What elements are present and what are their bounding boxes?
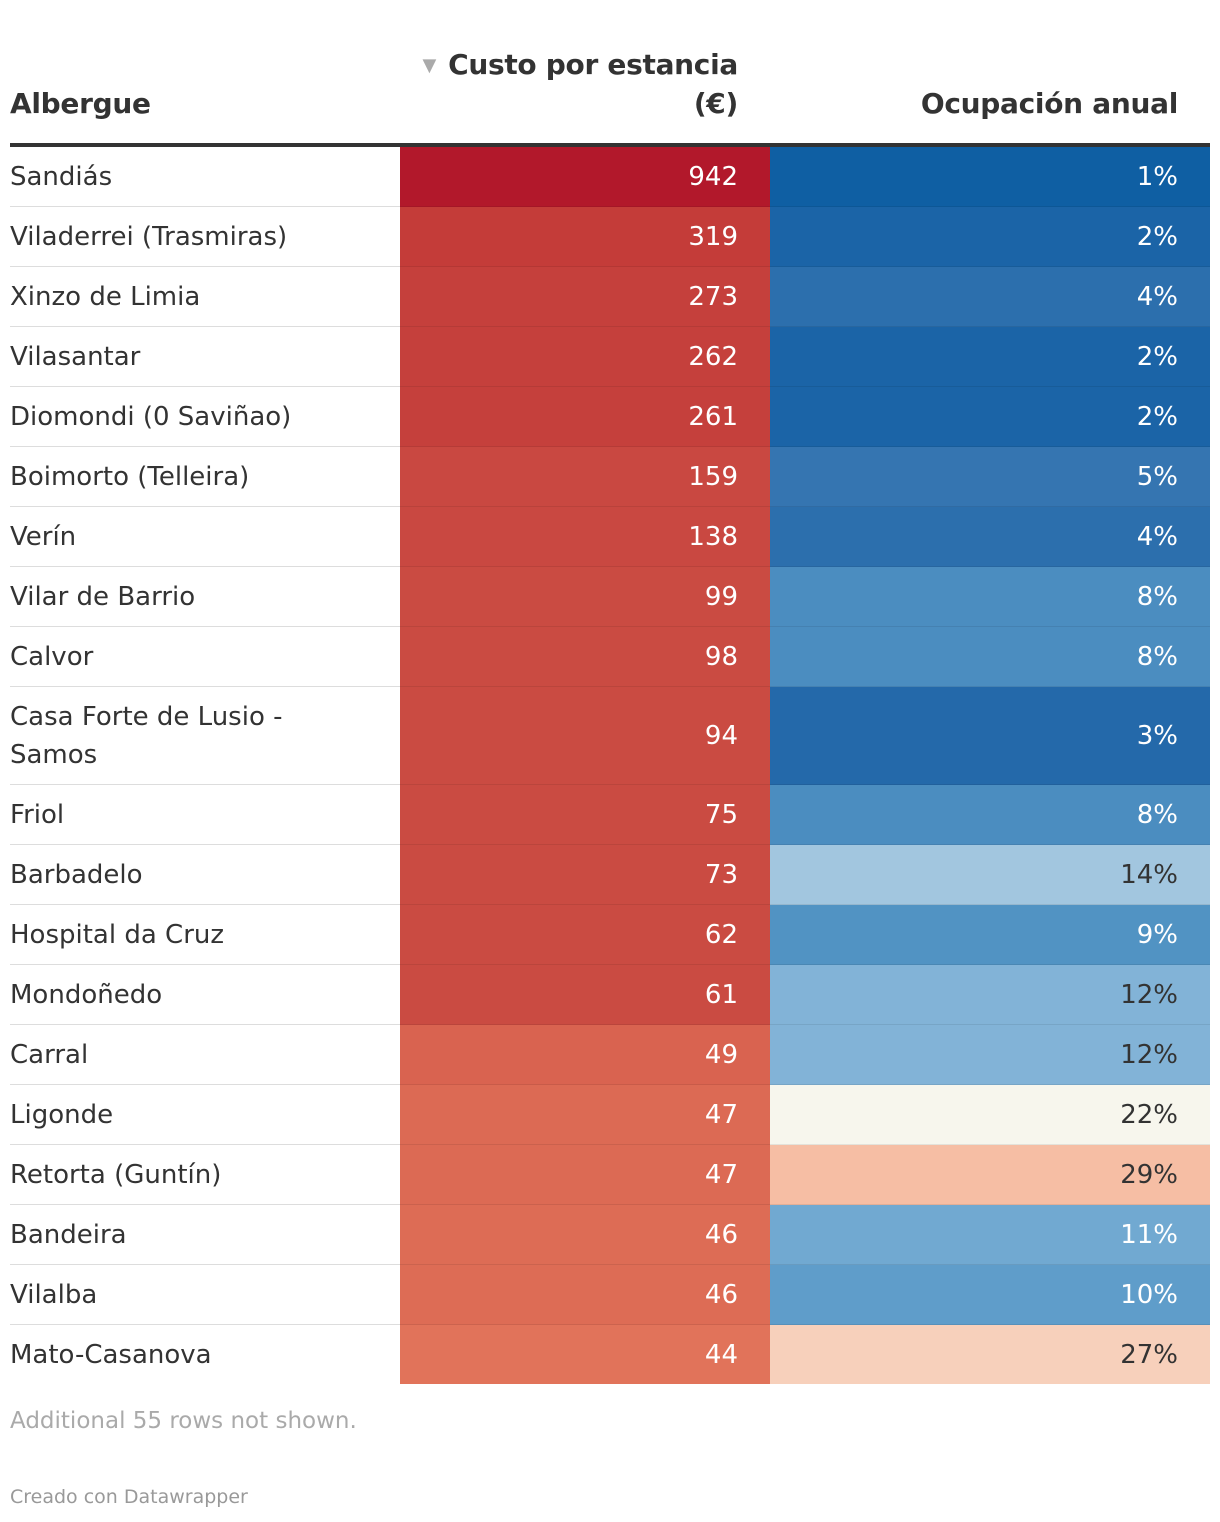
cell-custo: 44 — [400, 1324, 770, 1384]
rows-not-shown-note: Additional 55 rows not shown. — [10, 1408, 357, 1434]
column-header-ocupacion[interactable]: Ocupación anual — [770, 40, 1210, 147]
cell-albergue: Boimorto (Telleira) — [10, 446, 400, 507]
cell-albergue: Retorta (Guntín) — [10, 1144, 400, 1205]
table-row: Carral 49 12% — [10, 1024, 1210, 1085]
cell-custo: 942 — [400, 145, 770, 207]
column-header-label: Ocupación anual — [920, 87, 1178, 120]
table-row: Calvor 98 8% — [10, 626, 1210, 687]
table-row: Retorta (Guntín) 47 29% — [10, 1144, 1210, 1205]
cell-custo: 159 — [400, 446, 770, 507]
table-row: Sandiás 942 1% — [10, 145, 1210, 207]
data-table-container: Albergue ▼ Custo por estancia (€) Ocupaci… — [10, 40, 1210, 1384]
cell-ocupacion: 27% — [770, 1324, 1210, 1384]
cell-albergue: Mato-Casanova — [10, 1340, 212, 1370]
cell-ocupacion: 29% — [770, 1144, 1210, 1205]
cell-albergue: Sandiás — [10, 145, 400, 207]
cell-albergue: Barbadelo — [10, 844, 400, 905]
table-row: Hospital da Cruz 62 9% — [10, 904, 1210, 965]
cell-ocupacion: 2% — [770, 326, 1210, 387]
table-row: Friol 75 8% — [10, 784, 1210, 845]
cell-custo: 47 — [400, 1084, 770, 1145]
cell-albergue: Vilalba — [10, 1264, 400, 1325]
cell-ocupacion: 2% — [770, 386, 1210, 447]
cell-ocupacion: 4% — [770, 266, 1210, 327]
table-body: Sandiás 942 1% Viladerrei (Trasmiras) 319 2% X… — [10, 145, 1210, 1384]
datawrapper-credit: Creado con Datawrapper — [10, 1486, 248, 1508]
cell-custo: 49 — [400, 1024, 770, 1085]
table-row: Vilasantar 262 2% — [10, 326, 1210, 387]
cell-custo: 75 — [400, 784, 770, 845]
cell-albergue: Carral — [10, 1024, 400, 1085]
cell-ocupacion: 10% — [770, 1264, 1210, 1325]
cell-albergue: Ligonde — [10, 1084, 400, 1145]
cell-albergue: Viladerrei (Trasmiras) — [10, 206, 400, 267]
cell-albergue: Vilar de Barrio — [10, 566, 400, 627]
column-header-albergue[interactable]: Albergue — [10, 40, 400, 147]
cell-albergue: Verín — [10, 506, 400, 567]
header-row: Albergue ▼ Custo por estancia (€) Ocupaci… — [10, 40, 1210, 147]
table-row: Diomondi (0 Saviñao) 261 2% — [10, 386, 1210, 447]
table-row: Boimorto (Telleira) 159 5% — [10, 446, 1210, 507]
table-row: Ligonde 47 22% — [10, 1084, 1210, 1145]
table-row: Mato-Casanova 44 27% — [10, 1324, 1210, 1384]
cell-custo: 73 — [400, 844, 770, 905]
cell-albergue: Xinzo de Limia — [10, 266, 400, 327]
cell-ocupacion: 8% — [770, 566, 1210, 627]
cell-ocupacion: 2% — [770, 206, 1210, 267]
cell-custo: 98 — [400, 626, 770, 687]
cell-ocupacion: 8% — [770, 626, 1210, 687]
table-row: Mondoñedo 61 12% — [10, 964, 1210, 1025]
sort-descending-icon: ▼ — [422, 55, 437, 76]
cell-custo: 138 — [400, 506, 770, 567]
cell-ocupacion: 1% — [770, 145, 1210, 207]
cell-ocupacion: 14% — [770, 844, 1210, 905]
cell-ocupacion: 3% — [770, 686, 1210, 785]
cell-custo: 319 — [400, 206, 770, 267]
cell-custo: 62 — [400, 904, 770, 965]
cell-custo: 47 — [400, 1144, 770, 1205]
cell-custo: 99 — [400, 566, 770, 627]
cell-ocupacion: 5% — [770, 446, 1210, 507]
cell-albergue: Bandeira — [10, 1204, 400, 1265]
cell-albergue: Vilasantar — [10, 326, 400, 387]
table-row: Verín 138 4% — [10, 506, 1210, 567]
column-header-label: Custo por estancia (€) — [448, 48, 738, 120]
cell-custo: 94 — [400, 686, 770, 785]
cell-ocupacion: 12% — [770, 1024, 1210, 1085]
cell-albergue: Casa Forte de Lusio - Samos — [10, 686, 400, 785]
cell-ocupacion: 9% — [770, 904, 1210, 965]
cell-albergue: Hospital da Cruz — [10, 904, 400, 965]
table-row: Vilalba 46 10% — [10, 1264, 1210, 1325]
cell-ocupacion: 4% — [770, 506, 1210, 567]
cell-custo: 61 — [400, 964, 770, 1025]
cell-albergue: Mondoñedo — [10, 964, 400, 1025]
table-row: Casa Forte de Lusio - Samos 94 3% — [10, 686, 1210, 785]
table-row: Barbadelo 73 14% — [10, 844, 1210, 905]
cell-ocupacion: 22% — [770, 1084, 1210, 1145]
cell-albergue: Friol — [10, 784, 400, 845]
cell-ocupacion: 11% — [770, 1204, 1210, 1265]
cell-custo: 46 — [400, 1264, 770, 1325]
table-row: Bandeira 46 11% — [10, 1204, 1210, 1265]
column-header-label: Albergue — [10, 87, 151, 120]
data-table: Albergue ▼ Custo por estancia (€) Ocupaci… — [10, 40, 1210, 1384]
table-row: Xinzo de Limia 273 4% — [10, 266, 1210, 327]
table-row: Vilar de Barrio 99 8% — [10, 566, 1210, 627]
cell-custo: 262 — [400, 326, 770, 387]
cell-custo: 261 — [400, 386, 770, 447]
column-header-custo[interactable]: ▼ Custo por estancia (€) — [400, 40, 770, 147]
cell-ocupacion: 12% — [770, 964, 1210, 1025]
cell-ocupacion: 8% — [770, 784, 1210, 845]
cell-custo: 273 — [400, 266, 770, 327]
table-row: Viladerrei (Trasmiras) 319 2% — [10, 206, 1210, 267]
cell-albergue: Calvor — [10, 626, 400, 687]
cell-custo: 46 — [400, 1204, 770, 1265]
cell-albergue: Diomondi (0 Saviñao) — [10, 386, 400, 447]
